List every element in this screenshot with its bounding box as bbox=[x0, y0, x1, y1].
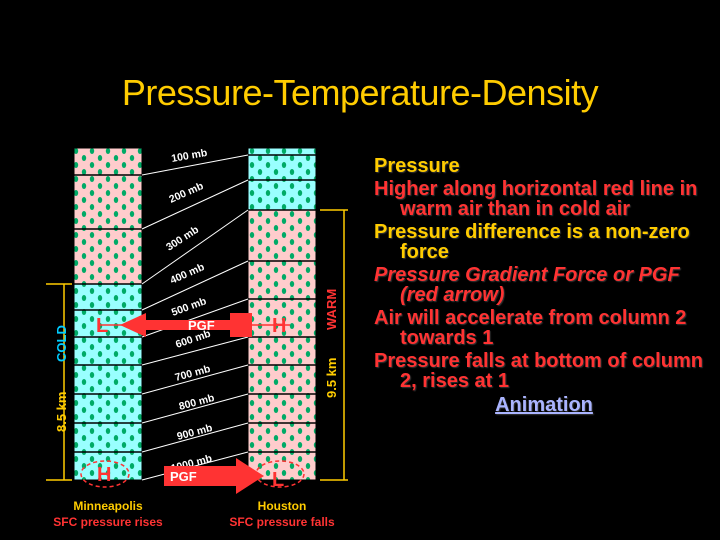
level-label: 100 mb bbox=[170, 147, 208, 165]
warm-label: WARM bbox=[324, 289, 339, 330]
level-label: 800 mb bbox=[178, 392, 216, 413]
bullet-item: Higher along horizontal red line in warm… bbox=[374, 178, 698, 220]
level-label: 300 mb bbox=[164, 224, 201, 254]
bullet-item: Pressure bbox=[374, 155, 460, 177]
level-label: 700 mb bbox=[174, 363, 212, 384]
page-title: Pressure-Temperature-Density bbox=[121, 72, 599, 113]
cold-height-bracket bbox=[46, 283, 72, 481]
cold-height-label: 8.5 km bbox=[54, 392, 69, 432]
warm-column bbox=[247, 147, 317, 481]
lower-high-letter: H bbox=[97, 464, 111, 486]
left-caption: SFC pressure rises bbox=[53, 515, 163, 529]
level-label: 900 mb bbox=[176, 422, 214, 443]
bullet-list: Pressure Higher along horizontal red lin… bbox=[374, 156, 714, 415]
lower-low-letter: L bbox=[272, 469, 284, 491]
bullet-item: Air will accelerate from column 2 toward… bbox=[374, 307, 687, 349]
left-city: Minneapolis bbox=[73, 499, 143, 513]
upper-pgf-arrow: PGF L H bbox=[96, 313, 290, 337]
lower-pgf-arrow: PGF H L bbox=[80, 458, 305, 494]
upper-low-letter: L bbox=[96, 315, 108, 337]
isobar-lines bbox=[141, 154, 249, 481]
right-caption: SFC pressure falls bbox=[229, 515, 335, 529]
warm-height-label: 9.5 km bbox=[324, 358, 339, 398]
bullet-item: Pressure falls at bottom of column 2, ri… bbox=[374, 350, 703, 392]
right-city: Houston bbox=[258, 499, 307, 513]
lower-pgf-label: PGF bbox=[170, 469, 197, 484]
upper-high-letter: H bbox=[272, 315, 286, 337]
bullet-item: Pressure difference is a non-zero force bbox=[374, 221, 690, 263]
cold-column bbox=[73, 147, 143, 481]
animation-link[interactable]: Animation bbox=[495, 394, 593, 416]
cold-label: COLD bbox=[54, 325, 69, 362]
bullet-item: Pressure Gradient Force or PGF (red arro… bbox=[374, 264, 680, 306]
upper-pgf-label: PGF bbox=[188, 318, 215, 333]
warm-height-bracket bbox=[320, 209, 348, 481]
